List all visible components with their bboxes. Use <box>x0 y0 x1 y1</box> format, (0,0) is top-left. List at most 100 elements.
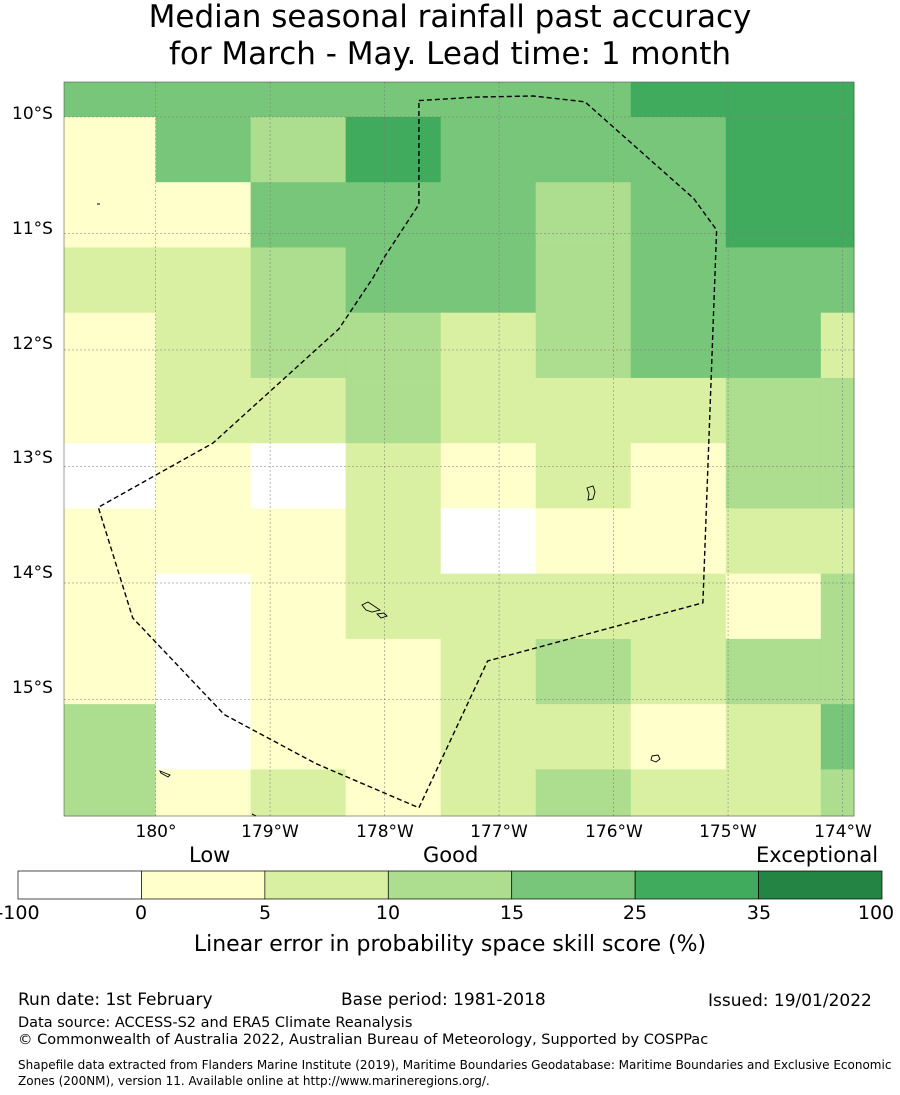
grid-cell <box>155 443 252 509</box>
grid-cell <box>64 638 157 705</box>
colorbar-segment <box>758 870 883 900</box>
grid-cell <box>630 82 727 118</box>
grid-cell <box>440 638 537 705</box>
grid-cell <box>820 312 855 379</box>
grid-cell <box>64 312 157 379</box>
grid-cell <box>440 573 537 640</box>
grid-cell <box>725 247 822 314</box>
islands <box>97 203 661 817</box>
grid-cell <box>725 508 822 575</box>
eez-boundary <box>97 95 718 809</box>
grid-cell <box>725 704 822 770</box>
grid-cell <box>345 82 442 118</box>
grid-cell <box>155 377 252 444</box>
grid-cell <box>440 704 537 770</box>
grid-cell <box>64 573 157 640</box>
grid-cell <box>250 312 347 379</box>
lon-label-179w: 179°W <box>241 822 299 842</box>
grid-cell <box>725 312 822 379</box>
grid-cell <box>250 769 347 817</box>
issued-date: Issued: 19/01/2022 <box>708 991 872 1011</box>
colorbar-tick-35: 35 <box>746 902 772 924</box>
grid-cell <box>725 443 822 509</box>
colorbar-tick-5: 5 <box>258 902 272 924</box>
lat-label-14s: 14°S <box>12 563 53 583</box>
lat-label-13s: 13°S <box>12 448 53 468</box>
grid-cell <box>440 508 537 575</box>
island-southwest <box>159 770 171 778</box>
colorbar-segment <box>387 870 513 900</box>
grid-cell <box>725 573 822 640</box>
colorbar-tick-10: 10 <box>375 902 401 924</box>
grid-cell <box>345 704 442 770</box>
grid-cell <box>64 182 157 248</box>
colorbar-segment <box>511 870 636 900</box>
grid-cell <box>440 82 537 118</box>
grid-cell <box>64 704 157 770</box>
grid-cell <box>345 769 442 817</box>
grid-cell <box>250 247 347 314</box>
grid-cell <box>345 247 442 314</box>
grid-cell <box>725 638 822 705</box>
lon-label-175w: 175°W <box>699 822 757 842</box>
grid-cell <box>630 508 727 575</box>
island-west <box>361 601 382 613</box>
grid-cell <box>535 116 632 183</box>
grid-cell <box>155 704 252 770</box>
grid-cell <box>535 573 632 640</box>
shapefile-credit-line-2: Zones (200NM), version 11. Available onl… <box>18 1074 490 1088</box>
lon-label-176w: 176°W <box>585 822 643 842</box>
colorbar-tick-100: 100 <box>857 902 895 924</box>
grid-cell <box>250 116 347 183</box>
island-east <box>586 485 596 501</box>
grid-cell <box>250 443 347 509</box>
lon-label-178w: 178°W <box>356 822 414 842</box>
grid-cell <box>155 769 252 817</box>
grid-cell <box>155 182 252 248</box>
run-date: Run date: 1st February <box>18 990 213 1010</box>
lat-label-11s: 11°S <box>12 219 53 239</box>
category-low: Low <box>189 843 231 867</box>
grid-cell <box>250 508 347 575</box>
grid-cell <box>345 116 442 183</box>
grid-cell <box>155 116 252 183</box>
grid-cell <box>64 377 157 444</box>
island-south <box>650 754 661 763</box>
grid-cell <box>440 247 537 314</box>
map-title-line-1: Median seasonal rainfall past accuracy <box>148 0 752 35</box>
shapefile-credit-line-1: Shapefile data extracted from Flanders M… <box>18 1058 892 1072</box>
colorbar-segment <box>634 870 759 900</box>
grid-cell <box>820 377 855 444</box>
grid-cell <box>630 769 727 817</box>
grid-cell <box>535 82 632 118</box>
grid-cell <box>440 377 537 444</box>
base-period: Base period: 1981-2018 <box>341 990 546 1010</box>
grid-cell <box>155 573 252 640</box>
grid-cell <box>250 704 347 770</box>
grid-cell <box>535 247 632 314</box>
lon-label-174w: 174°W <box>814 822 872 842</box>
map-frame <box>63 81 855 817</box>
grid-cell <box>440 116 537 183</box>
grid-cell <box>725 377 822 444</box>
colorbar <box>17 870 883 900</box>
grid-cell <box>630 182 727 248</box>
grid-cell <box>535 312 632 379</box>
grid-cell <box>64 116 157 183</box>
data-source: Data source: ACCESS-S2 and ERA5 Climate … <box>18 1015 413 1031</box>
grid-cell <box>535 769 632 817</box>
grid-cell <box>630 704 727 770</box>
grid-cell <box>155 247 252 314</box>
grid-cell <box>155 638 252 705</box>
grid-cell <box>725 82 822 118</box>
grid-cell <box>250 182 347 248</box>
grid-cell <box>820 182 855 248</box>
grid-cell <box>64 247 157 314</box>
grid-cell <box>345 638 442 705</box>
grid-cell <box>440 769 537 817</box>
grid-cell <box>535 182 632 248</box>
grid-cell <box>820 116 855 183</box>
grid-cell <box>725 769 822 817</box>
grid-cell <box>535 704 632 770</box>
